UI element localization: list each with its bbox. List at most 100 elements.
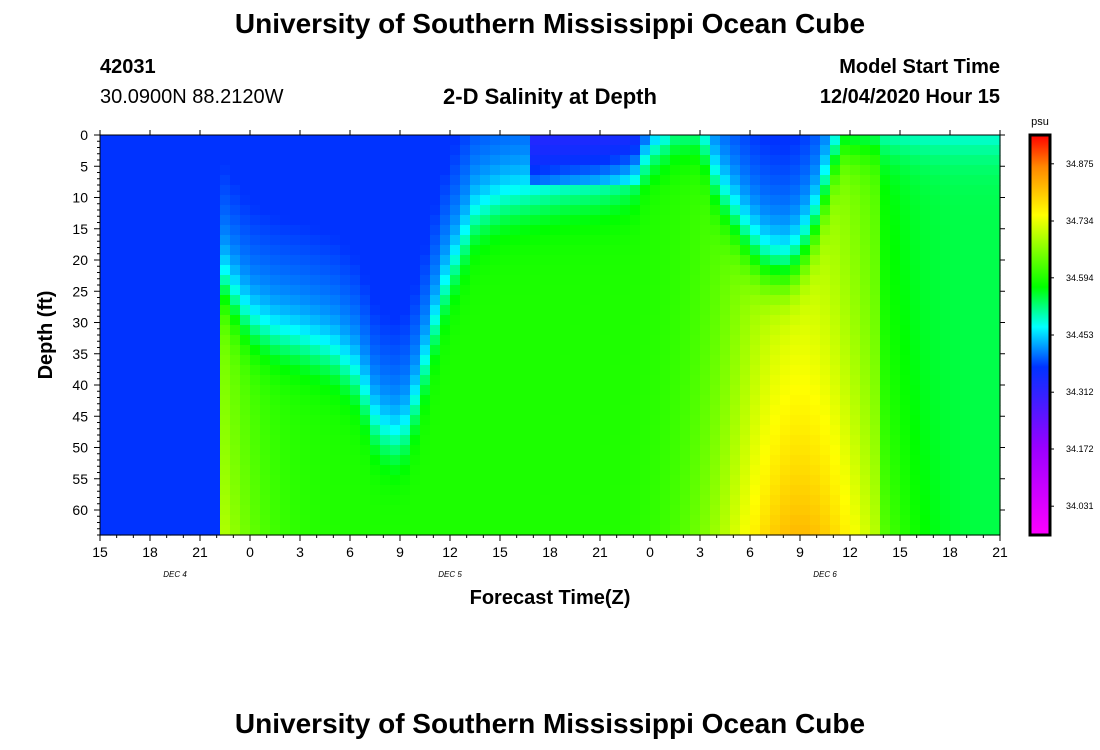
heatmap-cell bbox=[990, 175, 1001, 186]
heatmap-cell bbox=[270, 415, 281, 426]
heatmap-cell bbox=[800, 315, 811, 326]
heatmap-cell bbox=[170, 245, 181, 256]
heatmap-cell bbox=[430, 255, 441, 266]
heatmap-cell bbox=[620, 405, 631, 416]
heatmap-cell bbox=[130, 345, 141, 356]
heatmap-cell bbox=[830, 405, 841, 416]
heatmap-cell bbox=[610, 215, 621, 226]
heatmap-cell bbox=[260, 345, 271, 356]
heatmap-cell bbox=[610, 275, 621, 286]
heatmap-cell bbox=[690, 205, 701, 216]
heatmap-cell bbox=[540, 255, 551, 266]
heatmap-cell bbox=[220, 265, 231, 276]
heatmap-cell bbox=[770, 265, 781, 276]
heatmap-cell bbox=[380, 335, 391, 346]
heatmap-cell bbox=[910, 435, 921, 446]
heatmap-cell bbox=[270, 355, 281, 366]
heatmap-cell bbox=[850, 275, 861, 286]
heatmap-cell bbox=[390, 275, 401, 286]
y-tick-label: 30 bbox=[72, 315, 88, 331]
heatmap-cell bbox=[820, 485, 831, 496]
heatmap-cell bbox=[120, 405, 131, 416]
heatmap-cell bbox=[850, 315, 861, 326]
heatmap-cell bbox=[300, 255, 311, 266]
heatmap-cell bbox=[830, 175, 841, 186]
heatmap-cell bbox=[920, 345, 931, 356]
heatmap-cell bbox=[960, 525, 971, 536]
heatmap-cell bbox=[710, 525, 721, 536]
heatmap-cell bbox=[880, 295, 891, 306]
heatmap-cell bbox=[390, 185, 401, 196]
heatmap-cell bbox=[460, 135, 471, 146]
heatmap-cell bbox=[850, 215, 861, 226]
heatmap-cell bbox=[450, 355, 461, 366]
heatmap-cell bbox=[650, 255, 661, 266]
heatmap-cell bbox=[860, 295, 871, 306]
heatmap-cell bbox=[120, 495, 131, 506]
heatmap-cell bbox=[710, 165, 721, 176]
heatmap-cell bbox=[380, 195, 391, 206]
heatmap-cell bbox=[860, 175, 871, 186]
heatmap-cell bbox=[350, 175, 361, 186]
heatmap-cell bbox=[740, 395, 751, 406]
heatmap-cell bbox=[280, 215, 291, 226]
heatmap-cell bbox=[400, 455, 411, 466]
heatmap-cell bbox=[180, 515, 191, 526]
heatmap-cell bbox=[570, 425, 581, 436]
heatmap-cell bbox=[460, 375, 471, 386]
heatmap-cell bbox=[330, 365, 341, 376]
heatmap-cell bbox=[590, 205, 601, 216]
heatmap-cell bbox=[520, 385, 531, 396]
heatmap-cell bbox=[740, 305, 751, 316]
heatmap-cell bbox=[440, 135, 451, 146]
heatmap-cell bbox=[480, 285, 491, 296]
heatmap-cell bbox=[690, 185, 701, 196]
heatmap-cell bbox=[780, 275, 791, 286]
heatmap-cell bbox=[520, 235, 531, 246]
heatmap-cell bbox=[470, 245, 481, 256]
heatmap-cell bbox=[270, 525, 281, 536]
date-label: DEC 4 bbox=[163, 570, 187, 579]
heatmap-cell bbox=[330, 435, 341, 446]
heatmap-cell bbox=[830, 205, 841, 216]
heatmap-cell bbox=[880, 245, 891, 256]
heatmap-cell bbox=[380, 505, 391, 516]
heatmap-cell bbox=[780, 175, 791, 186]
heatmap-cell bbox=[790, 175, 801, 186]
heatmap-cell bbox=[480, 485, 491, 496]
heatmap-cell bbox=[410, 325, 421, 336]
heatmap-cell bbox=[930, 285, 941, 296]
heatmap-cell bbox=[230, 255, 241, 266]
heatmap-cell bbox=[970, 325, 981, 336]
heatmap-cell bbox=[430, 245, 441, 256]
heatmap-cell bbox=[730, 455, 741, 466]
heatmap-cell bbox=[720, 325, 731, 336]
heatmap-cell bbox=[850, 465, 861, 476]
heatmap-cell bbox=[310, 345, 321, 356]
heatmap-cell bbox=[530, 405, 541, 416]
heatmap-cell bbox=[740, 195, 751, 206]
heatmap-cell bbox=[360, 145, 371, 156]
heatmap-cell bbox=[740, 235, 751, 246]
heatmap-cell bbox=[750, 435, 761, 446]
heatmap-cell bbox=[710, 495, 721, 506]
heatmap-cell bbox=[890, 315, 901, 326]
heatmap-cell bbox=[790, 245, 801, 256]
heatmap-cell bbox=[350, 315, 361, 326]
heatmap-cell bbox=[970, 495, 981, 506]
heatmap-cell bbox=[540, 505, 551, 516]
heatmap-cell bbox=[240, 355, 251, 366]
heatmap-cell bbox=[750, 385, 761, 396]
heatmap-cell bbox=[140, 455, 151, 466]
heatmap-cell bbox=[710, 425, 721, 436]
heatmap-cell bbox=[950, 445, 961, 456]
heatmap-cell bbox=[220, 275, 231, 286]
heatmap-cell bbox=[330, 475, 341, 486]
heatmap-cell bbox=[440, 195, 451, 206]
heatmap-cell bbox=[500, 525, 511, 536]
heatmap-cell bbox=[960, 355, 971, 366]
heatmap-cell bbox=[620, 325, 631, 336]
heatmap-cell bbox=[770, 485, 781, 496]
heatmap-cell bbox=[560, 405, 571, 416]
heatmap-cell bbox=[500, 395, 511, 406]
